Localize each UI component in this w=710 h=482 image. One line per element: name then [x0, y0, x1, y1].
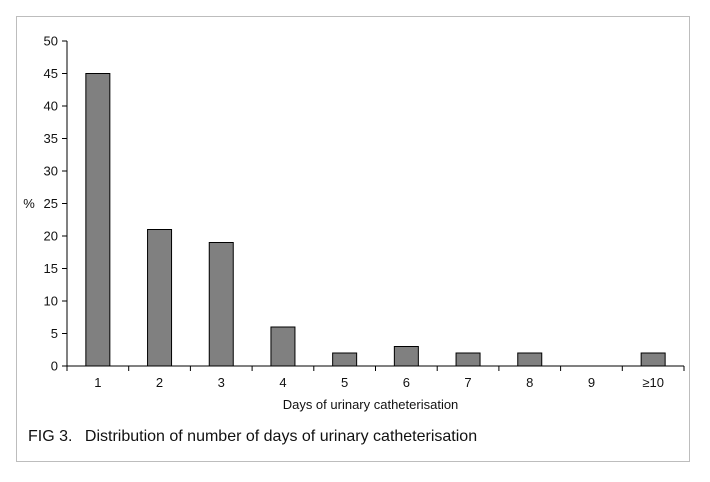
figure-caption: FIG 3. Distribution of number of days of… [28, 428, 477, 446]
x-tick-label: 1 [94, 375, 101, 390]
bar-5 [332, 352, 358, 367]
y-axis-ticks: 0 5 10 15 20 25 30 35 40 45 50 [44, 34, 67, 374]
y-tick-label: 35 [44, 131, 58, 146]
y-tick-label: 20 [44, 229, 58, 244]
bar-8 [517, 352, 543, 367]
bar-4 [270, 326, 296, 367]
y-tick-label: 25 [44, 196, 58, 211]
x-tick-label: 2 [156, 375, 163, 390]
x-tick-label: 3 [218, 375, 225, 390]
bar-2 [147, 229, 173, 367]
x-tick-label: 9 [588, 375, 595, 390]
y-tick-label: 10 [44, 294, 58, 309]
x-tick-label: 5 [341, 375, 348, 390]
x-tick-label: 7 [464, 375, 471, 390]
x-tick-label: 6 [403, 375, 410, 390]
y-tick-label: 15 [44, 261, 58, 276]
y-axis-label: % [23, 196, 35, 211]
x-tick-label: 8 [526, 375, 533, 390]
y-tick-label: 30 [44, 164, 58, 179]
bars [85, 73, 666, 367]
figure-caption-text: Distribution of number of days of urinar… [84, 428, 478, 445]
bar-≥10 [640, 352, 666, 367]
x-axis-ticks: 1 2 3 4 5 6 7 8 9 ≥10 [66, 366, 685, 390]
y-tick-label: 40 [44, 99, 58, 114]
x-axis-label: Days of urinary catheterisation [283, 397, 459, 412]
x-tick-label: 4 [279, 375, 286, 390]
y-tick-label: 0 [51, 359, 58, 374]
bar-3 [208, 242, 234, 367]
figure-number: FIG 3. [28, 428, 73, 445]
y-tick-label: 45 [44, 66, 58, 81]
y-tick-label: 5 [51, 326, 58, 341]
bar-1 [85, 73, 111, 367]
x-tick-label: ≥10 [642, 375, 664, 390]
figure-frame [16, 16, 690, 462]
bar-6 [393, 346, 419, 367]
bar-7 [455, 352, 481, 367]
y-tick-label: 50 [44, 34, 58, 49]
